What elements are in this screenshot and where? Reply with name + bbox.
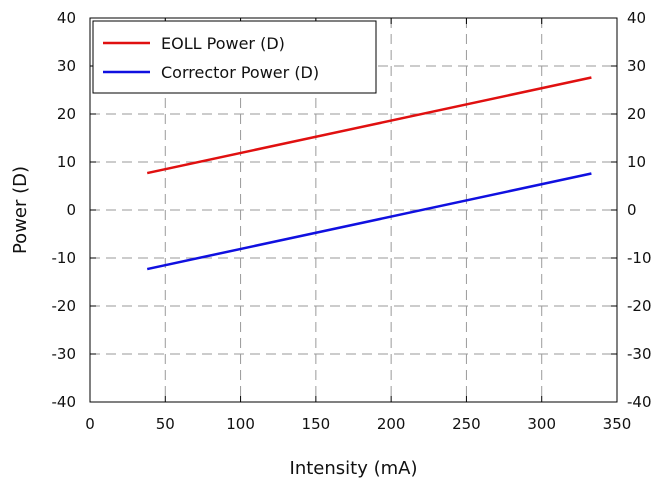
x-tick-label: 100 (226, 415, 255, 433)
x-tick-label: 50 (156, 415, 175, 433)
series-layer (146, 76, 592, 271)
y-tick-label: -10 (52, 249, 77, 267)
y-tick-label: 30 (57, 57, 76, 75)
y-tick-label: 10 (57, 153, 76, 171)
x-tick-label: 350 (603, 415, 632, 433)
y-tick-label: 0 (66, 201, 76, 219)
y-tick-label: -30 (52, 345, 77, 363)
y-tick-label: -20 (52, 297, 77, 315)
x-tick-label: 300 (527, 415, 556, 433)
legend-label: EOLL Power (D) (161, 34, 285, 53)
y-tick-label-right: 10 (627, 153, 646, 171)
y-tick-label-right: -40 (627, 393, 652, 411)
legend: EOLL Power (D) Corrector Power (D) (92, 20, 377, 94)
y-tick-label-right: -20 (627, 297, 652, 315)
y-tick-label-right: -30 (627, 345, 652, 363)
x-tick-label: 0 (85, 415, 95, 433)
y-tick-label: -40 (52, 393, 77, 411)
y-tick-label-right: 30 (627, 57, 646, 75)
legend-label: Corrector Power (D) (161, 63, 319, 82)
legend-box (92, 20, 377, 94)
y-tick-label-right: 20 (627, 105, 646, 123)
series-line-0 (146, 76, 592, 175)
y-tick-label-right: 0 (627, 201, 637, 219)
y-tick-label-right: 40 (627, 9, 646, 27)
x-tick-label: 150 (302, 415, 331, 433)
y-tick-label: 20 (57, 105, 76, 123)
series-line-1 (146, 172, 592, 271)
x-axis-title: Intensity (mA) (290, 458, 418, 479)
x-tick-label: 200 (377, 415, 406, 433)
x-tick-label: 250 (452, 415, 481, 433)
y-tick-label-right: -10 (627, 249, 652, 267)
y-axis-title: Power (D) (10, 166, 31, 254)
y-tick-label: 40 (57, 9, 76, 27)
